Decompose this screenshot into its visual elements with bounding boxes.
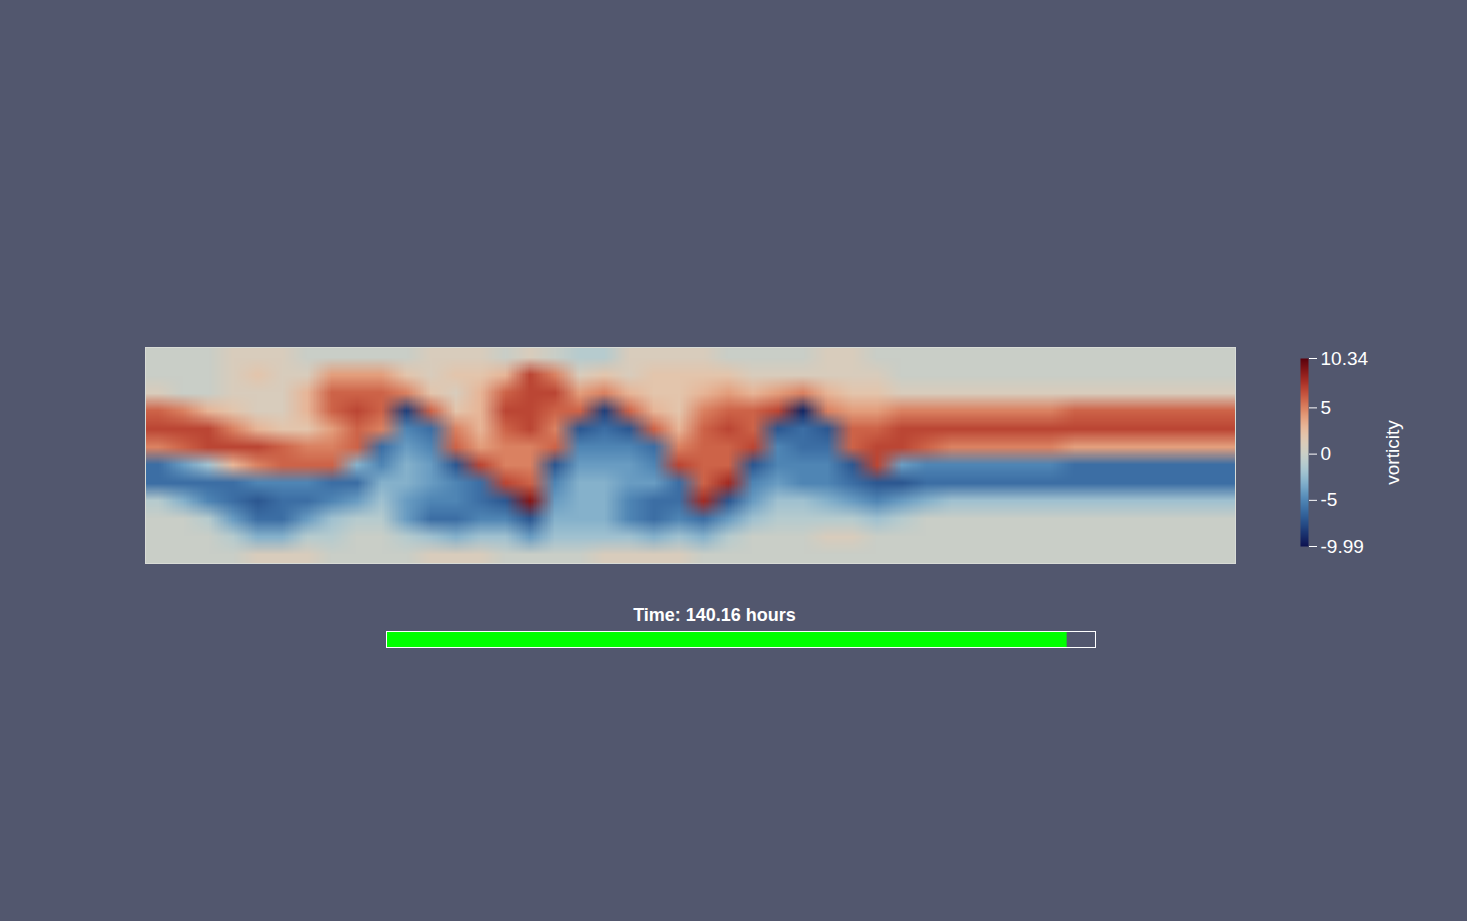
- svg-text:-9.99: -9.99: [1321, 536, 1364, 557]
- svg-text:0: 0: [1321, 443, 1332, 464]
- svg-text:10.34: 10.34: [1321, 348, 1369, 369]
- svg-text:5: 5: [1321, 397, 1332, 418]
- svg-text:-5: -5: [1321, 489, 1338, 510]
- svg-text:vorticity: vorticity: [1382, 420, 1403, 485]
- html-text:Time: 140.16 hours: Time: 140.16 hours: [633, 605, 796, 625]
